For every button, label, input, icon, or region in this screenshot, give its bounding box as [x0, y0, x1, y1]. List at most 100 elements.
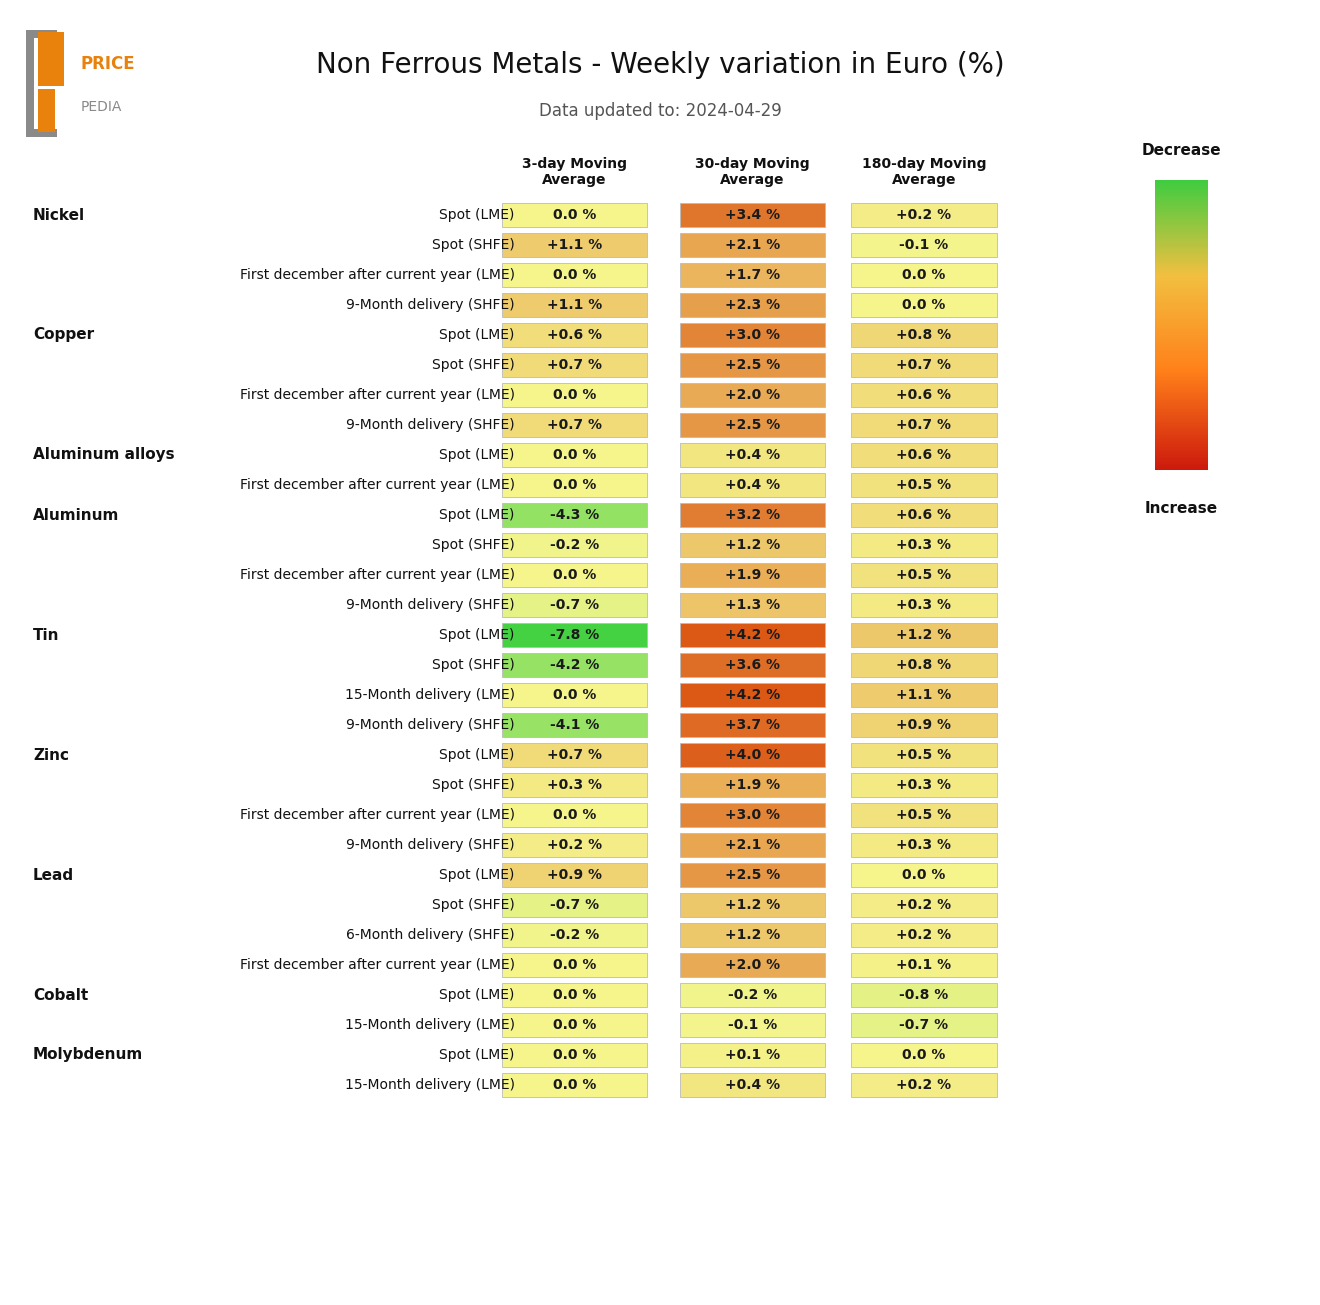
- Bar: [851, 472, 997, 497]
- Bar: [680, 502, 825, 527]
- Text: +2.5 %: +2.5 %: [725, 868, 780, 882]
- Bar: [1155, 320, 1208, 322]
- Bar: [1155, 394, 1208, 395]
- Bar: [1155, 424, 1208, 427]
- Bar: [1155, 287, 1208, 288]
- Bar: [1155, 392, 1208, 393]
- Bar: [1155, 201, 1208, 204]
- Bar: [502, 983, 647, 1007]
- Bar: [1155, 462, 1208, 465]
- Bar: [1155, 239, 1208, 241]
- Bar: [1155, 262, 1208, 264]
- Bar: [502, 352, 647, 377]
- Bar: [851, 683, 997, 707]
- Bar: [1155, 222, 1208, 223]
- Bar: [1155, 286, 1208, 287]
- Bar: [1155, 449, 1208, 452]
- Bar: [1155, 369, 1208, 372]
- Text: 9-Month delivery (SHFE): 9-Month delivery (SHFE): [346, 718, 515, 732]
- Text: +0.3 %: +0.3 %: [896, 838, 952, 852]
- Bar: [680, 442, 825, 467]
- Text: Spot (SHFE): Spot (SHFE): [432, 658, 515, 672]
- Bar: [1155, 221, 1208, 222]
- Bar: [1155, 343, 1208, 346]
- Text: +2.5 %: +2.5 %: [725, 418, 780, 432]
- Text: +2.0 %: +2.0 %: [725, 388, 780, 402]
- Bar: [1155, 401, 1208, 403]
- Text: +0.8 %: +0.8 %: [896, 328, 952, 342]
- Text: Tin: Tin: [33, 628, 59, 642]
- Bar: [1155, 226, 1208, 228]
- Bar: [1155, 326, 1208, 328]
- Text: First december after current year (LME): First december after current year (LME): [240, 268, 515, 282]
- Bar: [502, 833, 647, 857]
- Bar: [1155, 442, 1208, 444]
- Bar: [1155, 198, 1208, 201]
- Bar: [1155, 437, 1208, 440]
- Text: +0.2 %: +0.2 %: [896, 898, 952, 912]
- Bar: [851, 953, 997, 977]
- Text: 0.0 %: 0.0 %: [553, 568, 595, 582]
- Bar: [502, 713, 647, 737]
- Bar: [1155, 378, 1208, 380]
- Bar: [1155, 384, 1208, 386]
- Bar: [1155, 308, 1208, 311]
- Text: Lead: Lead: [33, 868, 74, 882]
- Bar: [1155, 206, 1208, 207]
- Bar: [680, 532, 825, 557]
- Text: +0.1 %: +0.1 %: [725, 1048, 780, 1062]
- Bar: [680, 472, 825, 497]
- Bar: [1155, 187, 1208, 189]
- Bar: [1155, 372, 1208, 375]
- Bar: [1155, 290, 1208, 291]
- Bar: [1155, 334, 1208, 337]
- Bar: [1155, 368, 1208, 369]
- Text: 0.0 %: 0.0 %: [553, 958, 595, 972]
- Text: 0.0 %: 0.0 %: [553, 1048, 595, 1062]
- Bar: [680, 713, 825, 737]
- Bar: [1155, 248, 1208, 249]
- Bar: [1155, 425, 1208, 428]
- Bar: [1155, 419, 1208, 420]
- Bar: [1155, 313, 1208, 315]
- Bar: [1155, 359, 1208, 361]
- Bar: [1155, 181, 1208, 183]
- Bar: [1155, 278, 1208, 281]
- Bar: [1155, 339, 1208, 341]
- Bar: [1155, 217, 1208, 219]
- Bar: [1155, 455, 1208, 457]
- Bar: [851, 562, 997, 587]
- Bar: [1155, 200, 1208, 202]
- Bar: [26, 30, 57, 38]
- Bar: [851, 893, 997, 917]
- Text: +0.3 %: +0.3 %: [896, 538, 952, 552]
- Bar: [1155, 335, 1208, 338]
- Text: +0.6 %: +0.6 %: [896, 448, 952, 462]
- Bar: [1155, 236, 1208, 238]
- Bar: [851, 833, 997, 857]
- Text: +2.1 %: +2.1 %: [725, 838, 780, 852]
- Text: +0.5 %: +0.5 %: [896, 478, 952, 492]
- Text: Aluminum alloys: Aluminum alloys: [33, 448, 174, 462]
- Bar: [851, 743, 997, 767]
- Bar: [1155, 304, 1208, 307]
- Bar: [1155, 427, 1208, 429]
- Bar: [1155, 465, 1208, 467]
- Bar: [1155, 281, 1208, 283]
- Bar: [1155, 432, 1208, 433]
- Bar: [1155, 466, 1208, 468]
- Bar: [1155, 235, 1208, 236]
- Text: Spot (SHFE): Spot (SHFE): [432, 538, 515, 552]
- Text: 0.0 %: 0.0 %: [903, 268, 945, 282]
- Bar: [1155, 397, 1208, 399]
- Text: First december after current year (LME): First december after current year (LME): [240, 478, 515, 492]
- Text: +1.2 %: +1.2 %: [725, 538, 780, 552]
- Bar: [851, 863, 997, 887]
- Text: Non Ferrous Metals - Weekly variation in Euro (%): Non Ferrous Metals - Weekly variation in…: [315, 51, 1005, 80]
- Bar: [851, 324, 997, 347]
- Bar: [1155, 204, 1208, 206]
- Text: +0.3 %: +0.3 %: [546, 778, 602, 792]
- Bar: [1155, 406, 1208, 407]
- Bar: [1155, 261, 1208, 262]
- Bar: [1155, 328, 1208, 329]
